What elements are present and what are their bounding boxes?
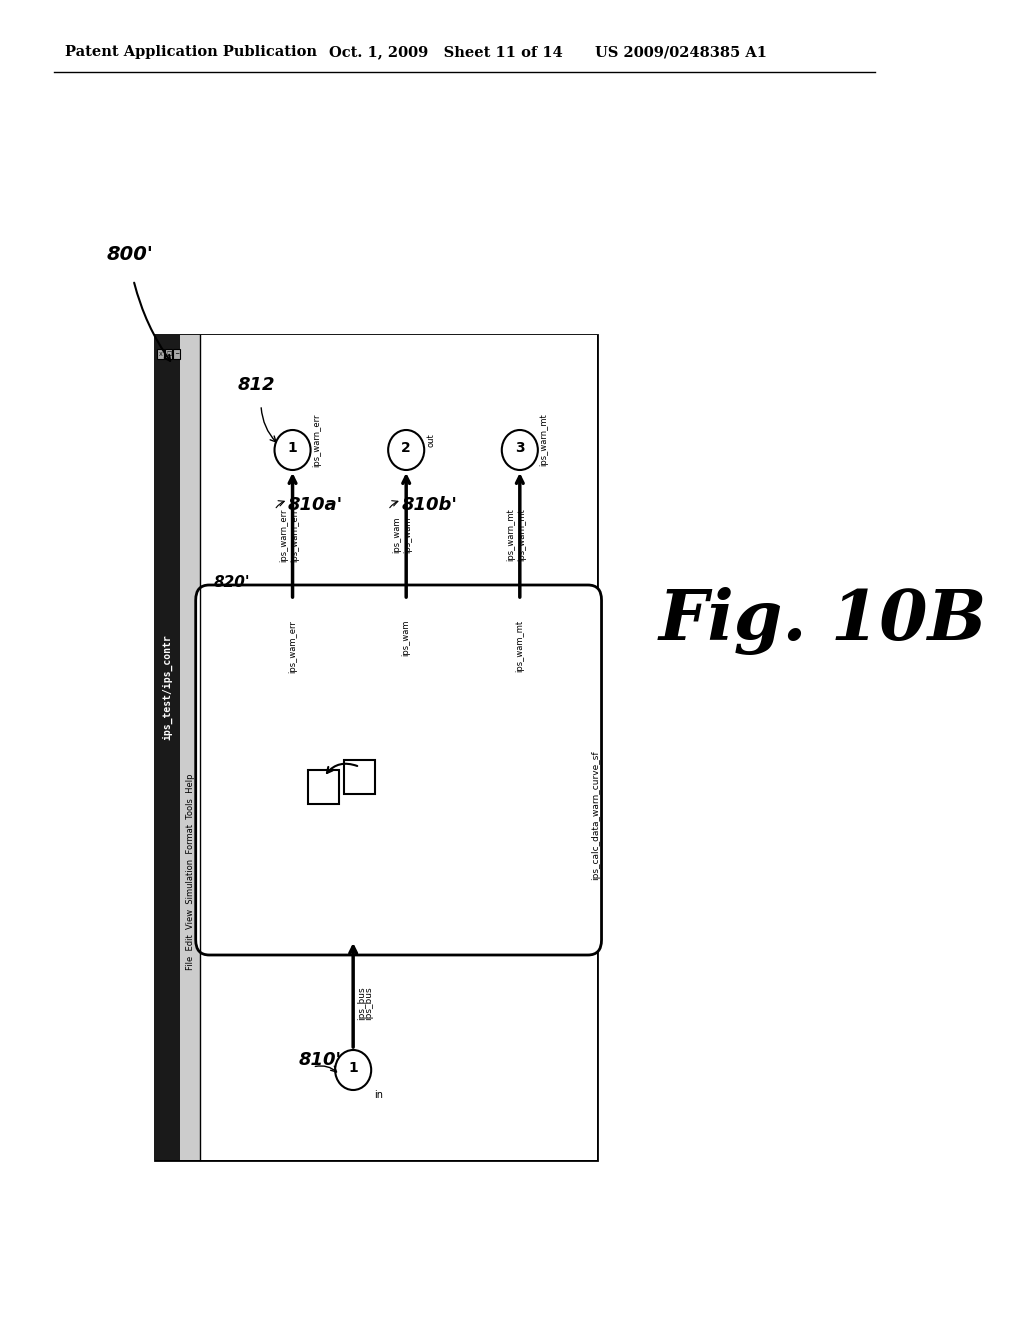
Text: ips_wam: ips_wam <box>403 516 413 553</box>
Text: ips_warn_err: ips_warn_err <box>290 508 299 562</box>
Text: 810b': 810b' <box>401 496 458 513</box>
Text: ips_wam_err: ips_wam_err <box>288 620 297 673</box>
Text: X: X <box>159 351 163 356</box>
FancyBboxPatch shape <box>173 348 180 359</box>
Text: □: □ <box>166 351 171 356</box>
Text: 820': 820' <box>214 576 250 590</box>
Text: ips_warn_mt: ips_warn_mt <box>540 413 549 466</box>
Text: ips_wam: ips_wam <box>401 620 411 656</box>
FancyBboxPatch shape <box>155 335 180 1160</box>
Text: 1: 1 <box>348 1061 358 1074</box>
Text: ips_test/ips_contr: ips_test/ips_contr <box>163 635 173 741</box>
FancyBboxPatch shape <box>165 348 172 359</box>
Text: ips_wam: ips_wam <box>392 516 401 553</box>
Text: US 2009/0248385 A1: US 2009/0248385 A1 <box>595 45 767 59</box>
Text: 3: 3 <box>515 441 524 455</box>
Text: ips_wam_mt: ips_wam_mt <box>515 620 524 672</box>
Text: 2: 2 <box>401 441 411 455</box>
Text: ─: ─ <box>175 351 178 356</box>
Text: ips_bus: ips_bus <box>356 986 366 1020</box>
Text: File  Edit  View  Simulation  Format  Tools  Help: File Edit View Simulation Format Tools H… <box>185 774 195 969</box>
FancyBboxPatch shape <box>155 335 597 1160</box>
Text: 812: 812 <box>238 376 275 393</box>
FancyBboxPatch shape <box>196 585 601 954</box>
Circle shape <box>388 430 424 470</box>
Text: ips_warn_err: ips_warn_err <box>279 508 288 562</box>
Text: 1: 1 <box>288 441 297 455</box>
Text: Patent Application Publication: Patent Application Publication <box>65 45 317 59</box>
FancyBboxPatch shape <box>308 770 339 804</box>
Text: ips_warn_mt: ips_warn_mt <box>517 508 526 561</box>
Text: ips_bus: ips_bus <box>364 986 373 1020</box>
FancyBboxPatch shape <box>157 348 164 359</box>
Circle shape <box>502 430 538 470</box>
Circle shape <box>274 430 310 470</box>
Text: Fig. 10B: Fig. 10B <box>658 587 987 655</box>
FancyBboxPatch shape <box>201 335 597 1160</box>
Text: ips_warn_mt: ips_warn_mt <box>506 508 515 561</box>
Text: 810a': 810a' <box>288 496 343 513</box>
Text: Oct. 1, 2009   Sheet 11 of 14: Oct. 1, 2009 Sheet 11 of 14 <box>329 45 563 59</box>
Text: 800': 800' <box>106 246 154 264</box>
Text: ips_calc_data_warn_curve_sf: ips_calc_data_warn_curve_sf <box>591 750 600 880</box>
Text: ips_warn_err: ips_warn_err <box>312 413 322 467</box>
FancyBboxPatch shape <box>180 335 201 1160</box>
FancyBboxPatch shape <box>344 760 375 795</box>
Text: 810': 810' <box>299 1051 342 1069</box>
Circle shape <box>335 1049 371 1090</box>
Text: out: out <box>426 433 435 447</box>
Text: in: in <box>374 1090 383 1100</box>
